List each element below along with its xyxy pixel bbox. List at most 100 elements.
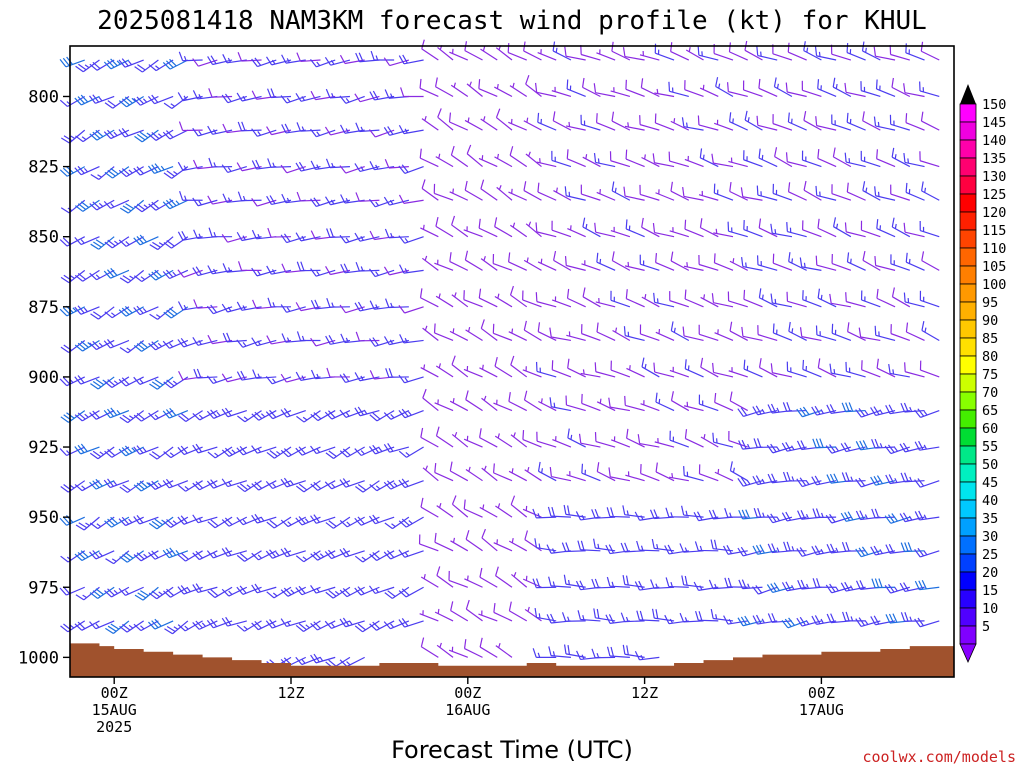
wind-barb: [103, 267, 130, 279]
wind-barb: [636, 540, 660, 552]
wind-barb: [398, 618, 424, 628]
wind-barb: [385, 298, 409, 309]
wind-barb: [698, 394, 719, 412]
wind-barb: [310, 620, 336, 631]
wind-barb: [577, 540, 601, 552]
wind-barb: [817, 288, 837, 308]
wind-barb: [384, 158, 409, 169]
wind-barb: [74, 236, 100, 246]
colorbar-top-arrow: [960, 84, 976, 104]
wind-barb: [899, 582, 925, 593]
wind-barb: [465, 466, 483, 482]
wind-barb: [369, 161, 395, 171]
wind-barb: [889, 45, 910, 61]
wind-barb: [296, 191, 321, 202]
wind-barbs-layer: [59, 39, 940, 669]
wind-barb: [905, 43, 925, 61]
wind-barb: [919, 151, 940, 168]
wind-barb: [744, 40, 763, 61]
wind-barb: [310, 480, 336, 491]
wind-barb: [463, 435, 483, 448]
wind-barb: [295, 446, 321, 456]
wind-barb: [496, 185, 513, 201]
wind-barb: [435, 363, 454, 378]
wind-barb: [133, 550, 159, 562]
wind-barb: [451, 292, 469, 308]
wind-barb: [860, 220, 881, 238]
wind-barb: [119, 620, 145, 633]
colorbar-swatch: [959, 355, 977, 375]
colorbar-swatch: [959, 301, 977, 321]
wind-barb: [611, 181, 631, 201]
wind-barb: [465, 530, 483, 552]
wind-barb: [118, 586, 144, 596]
wind-barb: [478, 218, 498, 238]
wind-barb: [251, 583, 277, 594]
wind-barb: [741, 326, 763, 342]
wind-barb: [846, 112, 866, 131]
wind-barb: [449, 398, 469, 412]
wind-barb: [479, 428, 498, 448]
colorbar-label: 90: [982, 313, 998, 329]
wind-barb: [552, 111, 572, 131]
wind-barb: [326, 298, 350, 308]
wind-barb: [355, 261, 380, 272]
wind-barb: [811, 475, 837, 486]
wind-barb: [133, 514, 159, 525]
wind-barb: [267, 227, 292, 238]
wind-barb: [221, 446, 248, 457]
wind-barb: [435, 217, 454, 238]
wind-barb: [537, 258, 557, 271]
wind-barb: [639, 115, 660, 131]
wind-barb: [221, 164, 247, 174]
wind-barb: [874, 256, 896, 271]
wind-barb: [221, 478, 247, 488]
wind-barb: [781, 581, 807, 592]
wind-barb: [524, 530, 542, 552]
x-tick-label: 00Z: [454, 684, 481, 702]
wind-barb: [625, 289, 645, 308]
wind-barb: [339, 54, 365, 65]
wind-barb: [280, 547, 306, 558]
wind-barb: [162, 198, 189, 210]
wind-barb: [774, 147, 793, 168]
wind-barb: [251, 480, 277, 491]
wind-barb: [133, 445, 159, 455]
wind-barb: [340, 124, 365, 134]
wind-barb: [421, 255, 439, 271]
wind-barb: [641, 294, 660, 308]
wind-barb: [884, 513, 910, 524]
wind-barb: [773, 77, 793, 98]
wind-barb: [532, 578, 557, 589]
wind-barb: [753, 507, 778, 518]
wind-barb: [831, 323, 852, 342]
wind-barb: [104, 516, 130, 528]
wind-barb: [324, 410, 351, 420]
wind-barb: [421, 179, 439, 201]
wind-barb: [697, 45, 719, 61]
wind-barb: [655, 392, 675, 412]
wind-barb: [874, 186, 896, 201]
wind-barb: [266, 126, 292, 136]
wind-barb: [665, 577, 689, 588]
wind-barb: [532, 508, 557, 519]
colorbar-swatch: [959, 211, 977, 231]
wind-barb: [89, 129, 115, 141]
wind-barb: [310, 90, 336, 101]
wind-barb: [914, 440, 940, 451]
wind-barb: [508, 328, 527, 342]
wind-barb: [103, 58, 130, 70]
colorbar-label: 40: [982, 493, 998, 509]
wind-barb: [567, 428, 586, 448]
wind-barb: [710, 539, 734, 552]
wind-barb: [509, 285, 528, 308]
wind-barb: [450, 82, 469, 97]
wind-barb: [743, 289, 763, 308]
wind-barb: [163, 516, 189, 528]
wind-barb: [369, 480, 395, 492]
wind-barb: [609, 151, 631, 168]
wind-barb: [89, 550, 115, 560]
wind-barb: [670, 118, 690, 131]
wind-barb: [178, 121, 203, 132]
wind-barb: [495, 642, 513, 658]
